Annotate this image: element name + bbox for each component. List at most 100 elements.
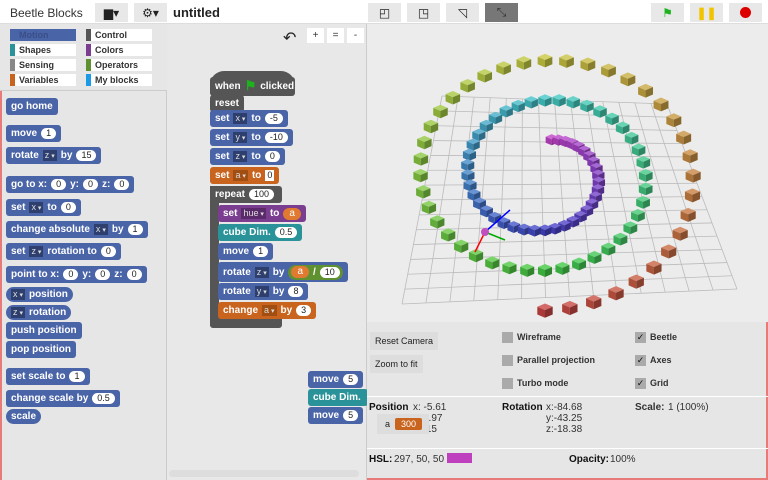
category-sensing[interactable]: Sensing	[10, 59, 76, 71]
set-scale-block[interactable]: set scale to 1	[6, 368, 90, 385]
cube	[672, 226, 688, 241]
cube	[653, 97, 669, 112]
layout-icon: ◳	[417, 5, 430, 20]
set-x-block[interactable]: setxto0	[6, 199, 81, 216]
cube	[524, 96, 538, 109]
rotation-reporter[interactable]: zrotation	[6, 305, 72, 320]
cube	[485, 256, 500, 270]
watcher-value: 300	[395, 418, 423, 430]
undo-icon[interactable]: ↶	[283, 30, 297, 47]
change-scale-block[interactable]: change scale by 0.5	[6, 390, 120, 407]
cube	[631, 209, 645, 222]
go-home-block[interactable]: go home	[6, 98, 58, 115]
move-block-loose[interactable]: move 5	[308, 407, 364, 424]
stop-icon	[740, 7, 751, 18]
cube	[552, 94, 566, 107]
category-shapes[interactable]: Shapes	[10, 44, 76, 56]
wireframe-checkbox[interactable]	[502, 332, 513, 343]
move-block-loose[interactable]: move 5	[308, 371, 364, 388]
set-y-block[interactable]: setyto-10	[210, 129, 293, 146]
small-stage-button[interactable]: ◹	[446, 3, 479, 22]
reset-camera-button[interactable]: Reset Camera	[370, 332, 439, 350]
cube	[623, 221, 638, 235]
zoom-reset-button[interactable]: =	[327, 28, 344, 43]
horizontal-scrollbar[interactable]	[169, 470, 359, 477]
zoom-in-button[interactable]: +	[307, 28, 324, 43]
cube	[593, 105, 607, 118]
cube	[417, 135, 432, 150]
cube	[628, 274, 644, 289]
3d-stage[interactable]	[367, 24, 768, 322]
position-y: 7.97	[423, 413, 443, 424]
file-menu-button[interactable]: ▆▾	[95, 3, 128, 22]
when-flag-clicked-block[interactable]: when ⚑ clicked	[210, 77, 295, 95]
category-operators[interactable]: Operators	[86, 59, 152, 71]
rotate-z-block[interactable]: rotatezbya/10	[218, 262, 348, 282]
set-rotation-block[interactable]: setzrotation to0	[6, 243, 121, 260]
change-absolute-block[interactable]: change absolutexby1	[6, 221, 148, 238]
category-control[interactable]: Control	[86, 29, 152, 41]
move-block[interactable]: move 1	[6, 125, 62, 142]
collapse-button[interactable]: ⤡	[485, 3, 518, 22]
script-area[interactable]: ↶ + = - when⚑clicked reset setxto-5 sety…	[167, 24, 368, 480]
normal-layout-button[interactable]: ◰	[368, 3, 401, 22]
stage-controls: Reset Camera Zoom to fit Wireframe Parall…	[367, 322, 768, 480]
grid-line	[586, 101, 618, 295]
rotate-block[interactable]: rotatezby15	[6, 147, 102, 164]
grid-line	[419, 209, 708, 216]
category-colors[interactable]: Colors	[86, 44, 152, 56]
cube	[586, 295, 602, 310]
wide-stage-button[interactable]: ◳	[407, 3, 440, 22]
pop-position-block[interactable]: pop position	[6, 341, 76, 358]
pause-icon: ❚❚	[696, 5, 717, 20]
scale-value: 1 (100%)	[668, 402, 709, 413]
reset-block[interactable]: reset	[210, 95, 244, 112]
opacity-label: Opacity:	[569, 454, 610, 465]
3d-scene[interactable]	[367, 24, 768, 322]
grid-line	[570, 100, 594, 296]
zoom-to-fit-button[interactable]: Zoom to fit	[370, 355, 423, 373]
settings-menu-button[interactable]: ⚙▾	[134, 3, 167, 22]
set-a-block[interactable]: setato0	[210, 167, 280, 184]
run-button[interactable]: ⚑	[651, 3, 684, 22]
axes-checkbox[interactable]: ✓	[635, 355, 646, 366]
point-to-block[interactable]: point to x: 0 y: 0 z: 0	[6, 266, 147, 283]
pause-button[interactable]: ❚❚	[690, 3, 723, 22]
stop-button[interactable]	[729, 3, 762, 22]
category-my-blocks[interactable]: My blocks	[86, 74, 152, 86]
turbo-mode-checkbox[interactable]	[502, 378, 513, 389]
cube-block[interactable]: cube Dim. 0.5	[218, 224, 303, 241]
parallel-projection-checkbox[interactable]	[502, 355, 513, 366]
rotate-y-block[interactable]: rotateyby8	[218, 283, 309, 300]
variable-watcher[interactable]: a 300	[377, 414, 429, 434]
cube	[468, 249, 484, 263]
move-block[interactable]: move 1	[218, 243, 274, 260]
collapse-icon: ⤡	[496, 5, 507, 19]
set-z-block[interactable]: setzto0	[210, 148, 285, 165]
grid-line	[421, 196, 703, 201]
repeat-block[interactable]: repeat 100	[210, 186, 282, 203]
cube	[454, 239, 469, 253]
scale-reporter[interactable]: scale	[6, 409, 42, 424]
grid-checkbox[interactable]: ✓	[635, 378, 646, 389]
cube	[608, 286, 624, 301]
layout-icon: ◹	[457, 5, 468, 20]
toggle-label: Wireframe	[517, 332, 561, 342]
zoom-out-button[interactable]: -	[347, 28, 364, 43]
toggle-label: Turbo mode	[517, 378, 569, 388]
rotation-z: z:-18.38	[546, 424, 583, 435]
cube-block-loose[interactable]: cube Dim.	[308, 389, 368, 406]
category-variables[interactable]: Variables	[10, 74, 76, 86]
beetle-checkbox[interactable]: ✓	[635, 332, 646, 343]
change-a-block[interactable]: changeaby3	[218, 302, 317, 319]
cube	[461, 159, 475, 172]
cube	[636, 195, 650, 209]
cube	[601, 242, 616, 256]
push-position-block[interactable]: push position	[6, 322, 82, 339]
category-motion[interactable]: Motion	[10, 29, 76, 41]
go-to-block[interactable]: go to x: 0 y: 0 z: 0	[6, 176, 135, 193]
set-hue-block[interactable]: sethuetoa	[218, 205, 306, 222]
position-reporter[interactable]: xposition	[6, 287, 73, 302]
set-x-block[interactable]: setxto-5	[210, 110, 288, 127]
